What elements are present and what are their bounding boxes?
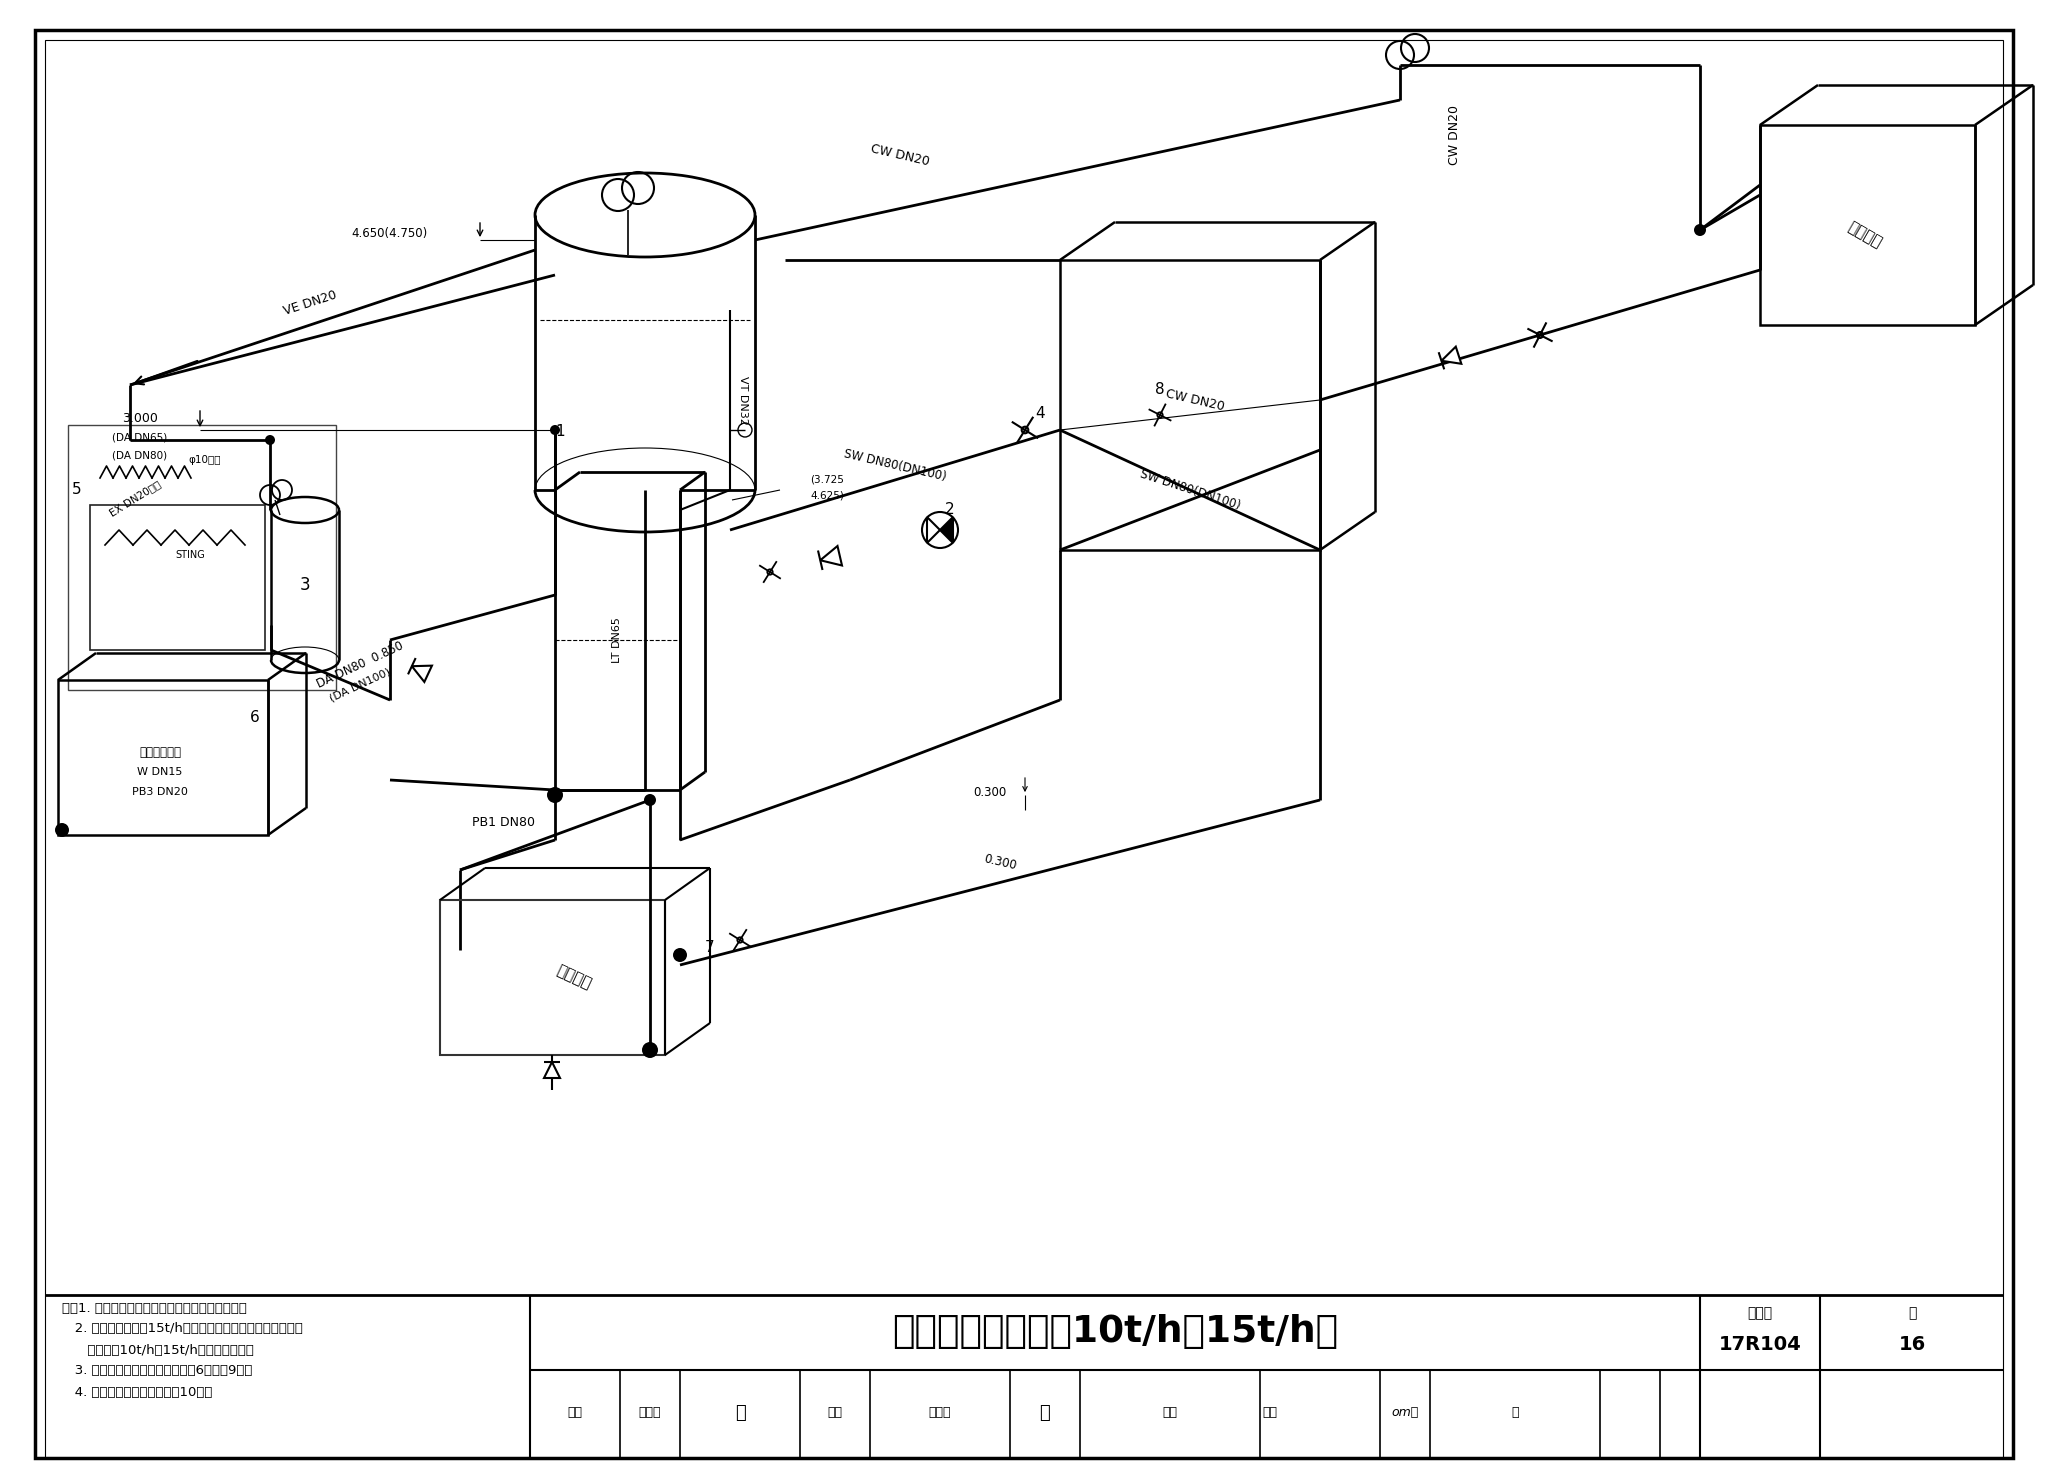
Text: 7: 7 [705, 941, 715, 956]
Polygon shape [928, 517, 940, 542]
Text: 1: 1 [555, 424, 565, 440]
Text: φ10软管: φ10软管 [188, 455, 221, 465]
Circle shape [641, 1042, 657, 1058]
Text: SW DN80(DN100): SW DN80(DN100) [842, 448, 948, 483]
Text: 4: 4 [1034, 406, 1044, 421]
Text: 4.625): 4.625) [811, 491, 844, 501]
Text: PB1 DN80: PB1 DN80 [471, 815, 535, 828]
Text: (DA DN65): (DA DN65) [113, 433, 168, 443]
Circle shape [643, 794, 655, 806]
Polygon shape [821, 545, 842, 566]
Text: 安玉生: 安玉生 [928, 1406, 950, 1420]
Text: (3.725: (3.725 [811, 476, 844, 485]
Text: (DA DN80): (DA DN80) [113, 451, 168, 461]
Text: 管道连接示意图（10t/h、15t/h）: 管道连接示意图（10t/h、15t/h） [893, 1315, 1337, 1350]
Bar [90, 505, 264, 651]
Text: 页: 页 [1909, 1306, 1917, 1320]
Text: LT DN65: LT DN65 [612, 617, 623, 662]
Text: DA DN80  0.850: DA DN80 0.850 [315, 639, 406, 691]
Text: 6: 6 [250, 710, 260, 726]
Text: 0.300: 0.300 [973, 787, 1008, 799]
Text: 车卫彭: 车卫彭 [639, 1406, 662, 1420]
Text: 页: 页 [1511, 1406, 1520, 1420]
Text: 2: 2 [946, 502, 954, 517]
Text: VE DN20: VE DN20 [283, 289, 338, 317]
Text: 校对: 校对 [827, 1406, 842, 1420]
Text: 批: 批 [735, 1403, 745, 1423]
Circle shape [55, 823, 70, 837]
Text: W DN15: W DN15 [137, 768, 182, 777]
Bar [440, 900, 666, 1055]
Text: STING: STING [176, 550, 205, 560]
Text: 机: 机 [1040, 1403, 1051, 1423]
Text: 软化水箱: 软化水箱 [1845, 219, 1884, 250]
Text: 8: 8 [1155, 382, 1165, 397]
Text: 4. 管道名称及管段号详见第10页。: 4. 管道名称及管段号详见第10页。 [61, 1386, 213, 1399]
Text: SW DN80(DN100): SW DN80(DN100) [1139, 468, 1241, 513]
Bar [68, 425, 336, 691]
Circle shape [1694, 224, 1706, 236]
Polygon shape [545, 1063, 559, 1077]
Text: CW DN20: CW DN20 [1165, 387, 1225, 413]
Text: 审核: 审核 [567, 1406, 582, 1420]
Text: 17R104: 17R104 [1718, 1335, 1802, 1355]
Text: 5: 5 [72, 483, 82, 498]
Text: 图集号: 图集号 [1747, 1306, 1774, 1320]
Text: 16: 16 [1898, 1335, 1925, 1355]
Text: VT DN32: VT DN32 [737, 375, 748, 424]
Text: 4.650(4.750): 4.650(4.750) [352, 227, 428, 240]
Text: 3.000: 3.000 [123, 412, 158, 424]
Bar [1759, 124, 1974, 325]
Text: 刘达: 刘达 [1262, 1406, 1278, 1420]
Text: 2. 括号内尺寸表示15t/h除氧系统对应的设备及管道尺寸，: 2. 括号内尺寸表示15t/h除氧系统对应的设备及管道尺寸， [61, 1322, 303, 1335]
Text: (DA DN100): (DA DN100) [328, 667, 391, 704]
Text: PB3 DN20: PB3 DN20 [131, 787, 188, 797]
Text: 3. 设备名称、编号及图例详见第6页、第9页。: 3. 设备名称、编号及图例详见第6页、第9页。 [61, 1365, 252, 1377]
Text: 3: 3 [299, 576, 311, 594]
Text: 其他尺寸10t/h、15t/h除氧系统相同。: 其他尺寸10t/h、15t/h除氧系统相同。 [61, 1344, 254, 1356]
Circle shape [551, 425, 559, 436]
Bar [1061, 259, 1321, 550]
Text: 来自自来水管: 来自自来水管 [139, 745, 180, 759]
Polygon shape [940, 517, 952, 542]
Text: 设计: 设计 [1163, 1406, 1178, 1420]
Polygon shape [1442, 347, 1462, 363]
Text: 0.300: 0.300 [983, 852, 1018, 871]
Text: CW DN20: CW DN20 [868, 142, 930, 167]
Polygon shape [412, 665, 432, 682]
Circle shape [264, 436, 274, 445]
Text: 除氧水箱: 除氧水箱 [555, 962, 594, 991]
Text: EX DN20软管: EX DN20软管 [109, 479, 162, 517]
Text: 注：1. 真空抽气管与真空泵进气管接口对焊焊接。: 注：1. 真空抽气管与真空泵进气管接口对焊焊接。 [61, 1301, 248, 1315]
Bar [57, 680, 268, 834]
Circle shape [674, 948, 686, 962]
Circle shape [547, 787, 563, 803]
Text: om达: om达 [1391, 1406, 1419, 1420]
Text: CW DN20: CW DN20 [1448, 105, 1460, 165]
